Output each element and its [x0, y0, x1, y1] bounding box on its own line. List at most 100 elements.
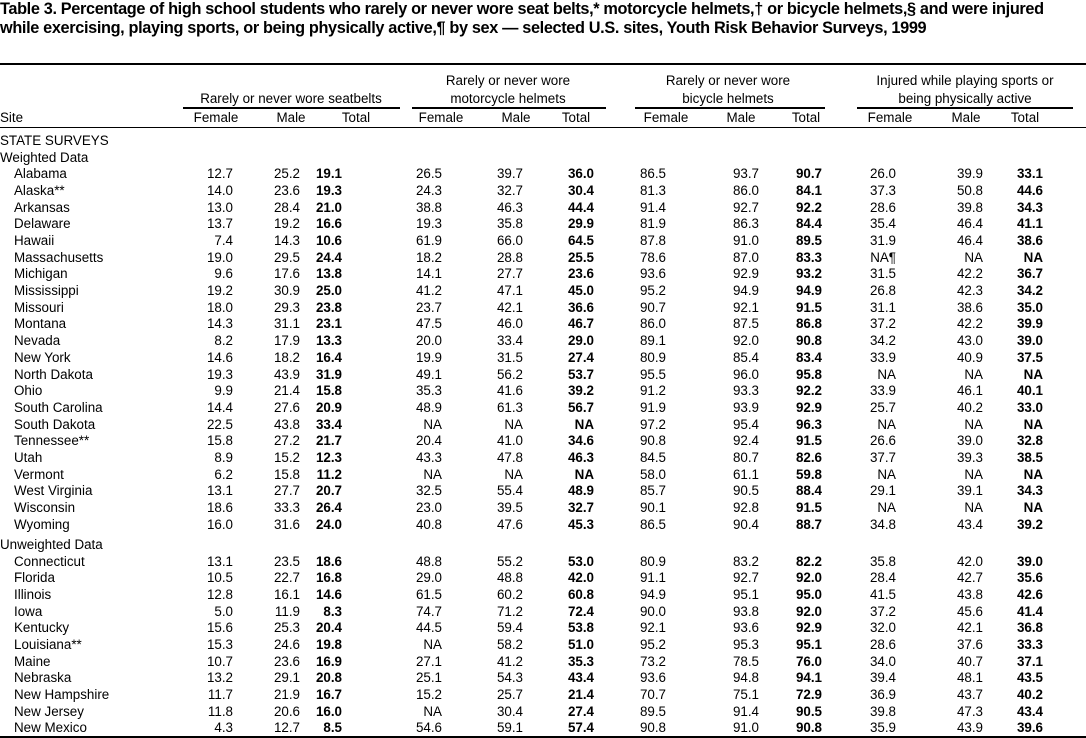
cell-value: 94.9 [795, 283, 822, 299]
column-header: Female [643, 110, 689, 125]
cell-value: 28.8 [496, 249, 523, 265]
cell-value: NA [877, 366, 896, 382]
column-header: Total [1010, 110, 1040, 125]
cell-value: 8.9 [214, 449, 233, 465]
column-header: Total [791, 110, 821, 125]
cell-value: 17.6 [273, 266, 300, 282]
cell-value: 13.0 [206, 199, 233, 215]
cell-value: 72.9 [795, 686, 822, 702]
cell-value: 13.3 [315, 333, 342, 349]
cell-value: 33.3 [1016, 636, 1043, 652]
cell-value: 25.1 [415, 670, 442, 686]
cell-value: 48.8 [496, 570, 523, 586]
cell-value: NA [423, 636, 442, 652]
cell-value: 46.4 [956, 233, 983, 249]
section-heading: STATE SURVEYS [0, 133, 109, 148]
cell-value: 15.3 [206, 636, 233, 652]
cell-value: 91.9 [639, 399, 666, 415]
site-name: Vermont [14, 466, 64, 482]
cell-value: 64.5 [567, 233, 594, 249]
cell-value: 56.2 [496, 366, 523, 382]
rule [635, 107, 825, 109]
cell-value: 81.9 [639, 216, 666, 232]
cell-value: 31.9 [315, 366, 342, 382]
cell-value: 8.3 [323, 603, 342, 619]
cell-value: 39.0 [956, 433, 983, 449]
site-name: New Mexico [14, 720, 87, 736]
cell-value: 73.2 [639, 653, 666, 669]
cell-value: 80.7 [732, 449, 759, 465]
site-name: Maine [14, 653, 51, 669]
cell-value: 11.9 [274, 603, 300, 619]
cell-value: 22.5 [206, 416, 233, 432]
cell-value: 66.0 [496, 233, 523, 249]
cell-value: 17.9 [273, 333, 300, 349]
cell-value: 35.4 [869, 216, 896, 232]
cell-value: 21.4 [273, 383, 300, 399]
column-header: Total [341, 110, 371, 125]
cell-value: 40.1 [1016, 383, 1043, 399]
site-name: New Jersey [14, 703, 84, 719]
cell-value: 41.5 [869, 586, 896, 602]
cell-value: 34.3 [1016, 199, 1043, 215]
cell-value: 48.9 [415, 399, 442, 415]
cell-value: 14.3 [273, 233, 300, 249]
cell-value: 31.9 [869, 233, 896, 249]
cell-value: 26.4 [315, 499, 342, 515]
cell-value: 31.5 [496, 349, 523, 365]
site-name: Delaware [14, 216, 71, 232]
section-label: Weighted Data [0, 149, 89, 165]
cell-value: 24.3 [415, 183, 442, 199]
cell-value: 34.8 [869, 516, 896, 532]
cell-value: 89.5 [795, 233, 822, 249]
cell-value: 95.0 [795, 586, 822, 602]
cell-value: 30.4 [496, 703, 523, 719]
cell-value: 39.4 [869, 670, 896, 686]
cell-value: 13.7 [206, 216, 233, 232]
cell-value: 14.6 [315, 586, 342, 602]
cell-value: 13.8 [315, 266, 342, 282]
cell-value: 91.5 [795, 499, 822, 515]
cell-value: 43.0 [956, 333, 983, 349]
cell-value: 23.6 [567, 266, 594, 282]
cell-value: 42.1 [496, 299, 523, 315]
cell-value: 42.7 [956, 570, 983, 586]
cell-value: 35.3 [567, 653, 594, 669]
cell-value: 44.6 [1016, 183, 1043, 199]
cell-value: 35.9 [869, 720, 896, 736]
cell-value: 90.7 [795, 166, 822, 182]
cell-value: 58.0 [639, 466, 666, 482]
cell-value: 92.2 [795, 383, 822, 399]
cell-value: 43.8 [956, 586, 983, 602]
cell-value: 90.1 [639, 499, 666, 515]
cell-value: 82.2 [795, 553, 822, 569]
cell-value: 48.9 [567, 483, 594, 499]
cell-value: 45.3 [567, 516, 594, 532]
cell-value: 59.1 [496, 720, 523, 736]
cell-value: NA [964, 249, 983, 265]
cell-value: 21.9 [273, 686, 300, 702]
cell-value: 18.2 [415, 249, 442, 265]
cell-value: 4.3 [214, 720, 233, 736]
cell-value: 37.2 [869, 603, 896, 619]
cell-value: 60.2 [496, 586, 523, 602]
cell-value: 32.8 [1016, 433, 1043, 449]
cell-value: 34.0 [869, 653, 896, 669]
cell-value: 47.1 [496, 283, 523, 299]
cell-value: NA [1023, 416, 1043, 432]
cell-value: 80.9 [639, 349, 666, 365]
cell-value: 16.4 [315, 349, 342, 365]
site-name: Michigan [14, 266, 68, 282]
cell-value: 15.2 [273, 449, 300, 465]
group-header: bicycle helmets [682, 91, 774, 106]
cell-value: 14.4 [206, 399, 233, 415]
cell-value: 31.1 [869, 299, 896, 315]
cell-value: 39.0 [1016, 333, 1043, 349]
cell-value: 83.2 [732, 553, 759, 569]
cell-value: 93.8 [732, 603, 759, 619]
group-header: motorcycle helmets [450, 91, 566, 106]
cell-value: 37.2 [869, 316, 896, 332]
cell-value: 86.3 [732, 216, 759, 232]
cell-value: 31.6 [273, 516, 300, 532]
cell-value: 27.7 [273, 483, 300, 499]
